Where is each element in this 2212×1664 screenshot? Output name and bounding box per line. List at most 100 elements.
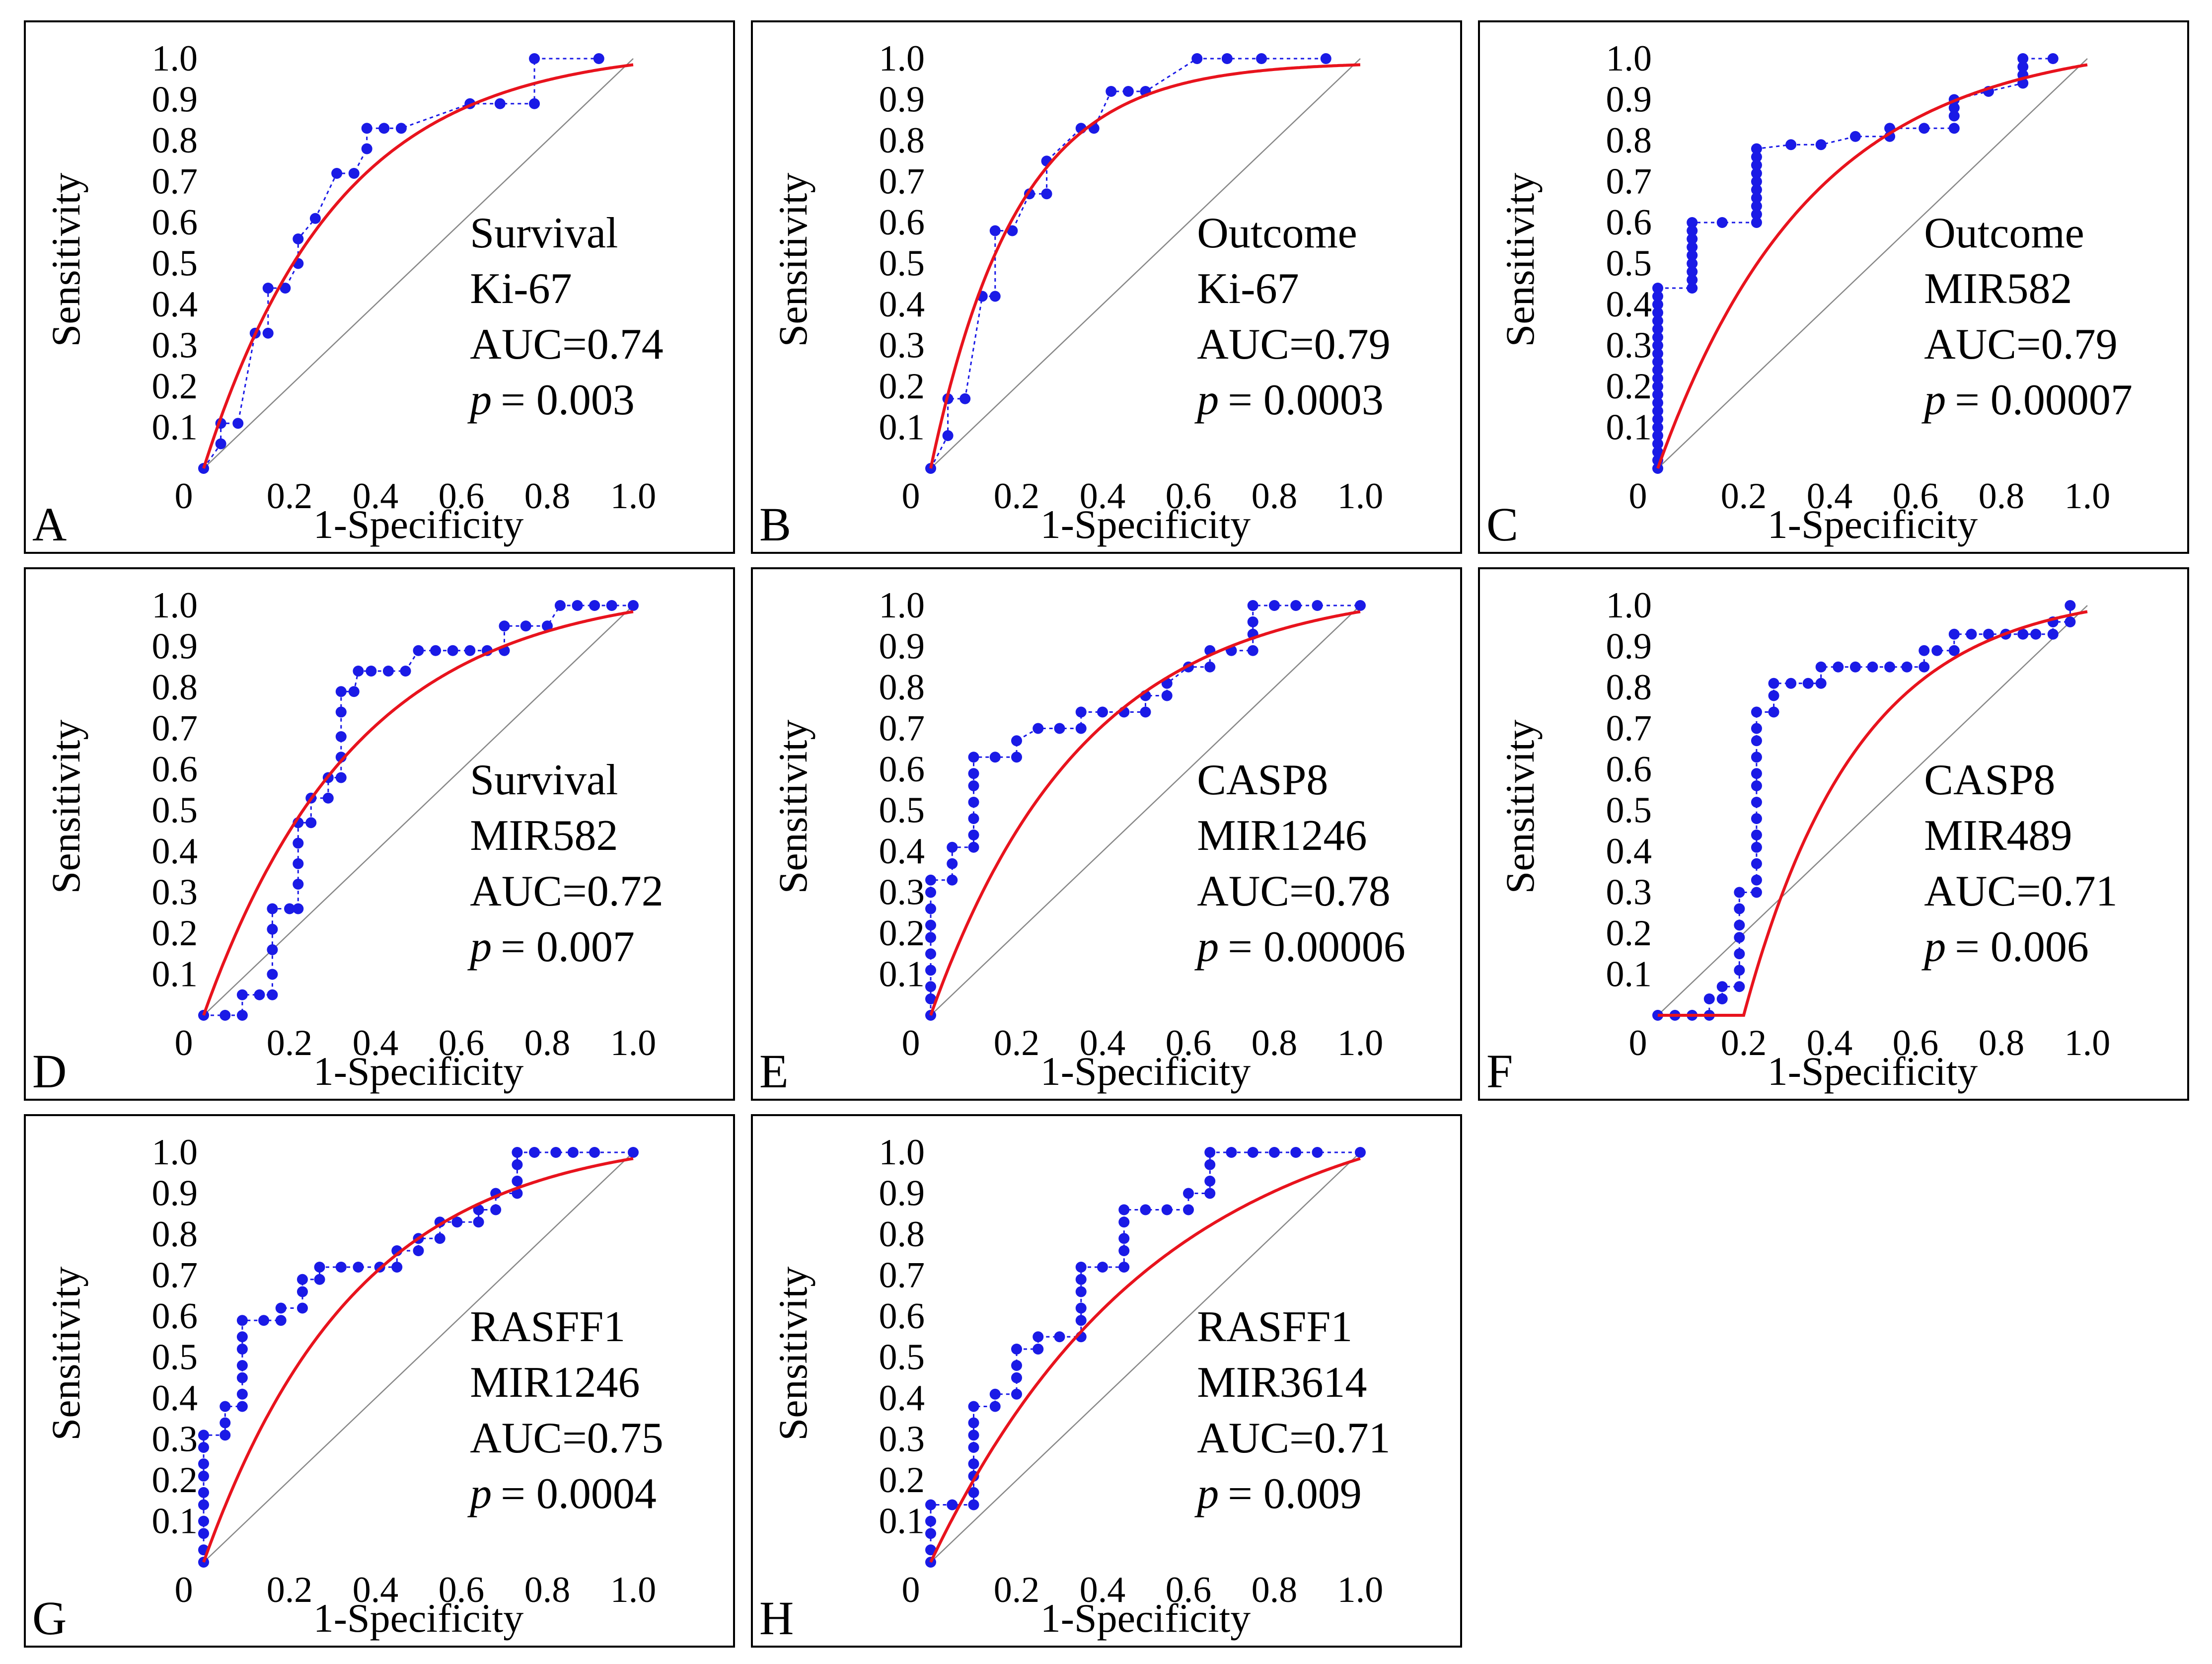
x-tick-label: 1.0: [1337, 476, 1384, 517]
roc-point: [220, 1010, 231, 1021]
p-symbol: p: [467, 923, 492, 971]
roc-point: [1751, 143, 1762, 154]
roc-point: [1118, 1262, 1130, 1273]
x-axis-label: 1-Specificity: [313, 1595, 524, 1641]
annotation-line: AUC=0.79: [1197, 320, 1390, 369]
p-symbol: p: [1921, 376, 1946, 424]
fitted-roc-curve: [202, 1157, 634, 1563]
roc-panel-f: 0.10.20.30.40.50.60.70.80.91.00 0.2 0.4 0.6…: [1478, 567, 2189, 1101]
roc-point: [236, 1010, 248, 1021]
roc-point: [1948, 123, 1960, 134]
roc-point: [968, 780, 979, 791]
annotation-line: MIR1246: [1197, 812, 1367, 860]
roc-point: [1768, 678, 1779, 689]
fitted-roc-curve: [1656, 63, 2088, 469]
roc-point: [1032, 1344, 1044, 1355]
y-tick-label: 0.7: [152, 1255, 198, 1296]
roc-point: [1716, 217, 1728, 228]
y-tick-label: 0.1: [879, 407, 925, 448]
y-tick-label: 1.0: [1606, 585, 1652, 626]
panel-letter: F: [1486, 1045, 1513, 1098]
empirical-roc-line: [203, 58, 599, 469]
roc-point: [296, 1274, 308, 1285]
roc-panel-e: 0.10.20.30.40.50.60.70.80.91.00 0.2 0.4 0.6…: [751, 567, 1462, 1101]
panel-letter: G: [32, 1591, 67, 1645]
reference-diagonal: [930, 605, 1361, 1016]
panel-frame: [24, 567, 735, 1101]
roc-point: [925, 981, 936, 992]
roc-point: [293, 879, 304, 890]
y-tick-label: 1.0: [879, 1132, 925, 1173]
x-tick-label: 0.8: [1252, 1570, 1298, 1610]
y-axis-label: Sensitivity: [1497, 720, 1543, 894]
roc-point: [572, 600, 583, 611]
roc-point: [1687, 250, 1698, 261]
roc-point: [968, 1401, 979, 1412]
roc-point: [1687, 266, 1698, 277]
roc-point: [1652, 430, 1663, 441]
roc-point: [2017, 61, 2029, 73]
roc-point: [968, 813, 979, 824]
fitted-roc-curve: [929, 610, 1361, 1016]
y-tick-label: 0.2: [1606, 366, 1652, 407]
roc-point: [942, 430, 954, 441]
roc-point: [262, 283, 274, 294]
roc-point: [1011, 1344, 1022, 1355]
x-tick-label: 0.4: [1080, 1570, 1126, 1610]
roc-point: [1652, 340, 1663, 351]
y-tick-label: 0.7: [1606, 708, 1652, 749]
x-tick-label: 0: [1629, 1023, 1647, 1063]
roc-panel-b: 0.10.20.30.40.50.60.70.80.91.00 0.2 0.4 0.6…: [751, 20, 1462, 554]
y-axis-label: Sensitivity: [43, 1267, 88, 1441]
roc-point: [567, 1147, 579, 1158]
x-tick-label: 0.6: [439, 476, 485, 517]
roc-point: [1948, 628, 1960, 640]
roc-point: [1183, 1188, 1194, 1199]
roc-point: [925, 887, 936, 898]
roc-point: [593, 53, 604, 64]
y-tick-label: 0.9: [879, 1173, 925, 1214]
roc-point: [1734, 887, 1745, 898]
roc-point: [1075, 1286, 1087, 1297]
p-value-text: = 0.003: [501, 376, 635, 424]
roc-point: [1815, 678, 1827, 689]
roc-point: [198, 1430, 209, 1441]
x-tick-label: 0.8: [524, 1570, 571, 1610]
annotation-line: AUC=0.79: [1924, 320, 2117, 369]
empirical-roc-line: [930, 58, 1326, 469]
roc-point: [1320, 53, 1331, 64]
y-tick-label: 0.4: [1606, 284, 1652, 325]
fitted-roc-curve: [929, 63, 1361, 469]
roc-point: [391, 1262, 403, 1273]
y-tick-label: 0.4: [879, 831, 925, 872]
annotation-line: Ki-67: [1197, 265, 1299, 313]
roc-point: [198, 1499, 209, 1511]
roc-point: [1204, 661, 1216, 673]
roc-point: [267, 969, 278, 980]
roc-point: [473, 1216, 484, 1228]
x-tick-label: 0: [1629, 476, 1647, 517]
y-tick-label: 0.9: [152, 1173, 198, 1214]
y-tick-label: 0.6: [879, 202, 925, 243]
roc-point: [1849, 131, 1861, 142]
roc-point: [236, 989, 248, 1000]
x-tick-label: 0.4: [1807, 476, 1853, 517]
roc-point: [382, 666, 394, 677]
roc-point: [512, 1159, 523, 1170]
roc-point: [280, 283, 291, 294]
roc-point: [1652, 397, 1663, 408]
y-tick-label: 1.0: [152, 585, 198, 626]
x-tick-label: 0.4: [1080, 1023, 1126, 1063]
roc-point: [447, 645, 458, 656]
roc-point: [1075, 1262, 1087, 1273]
roc-point: [1833, 661, 1844, 673]
roc-point: [589, 1147, 600, 1158]
roc-point: [499, 620, 510, 632]
annotation-line: AUC=0.78: [1197, 867, 1390, 915]
p-value-text: = 0.00006: [1228, 923, 1405, 971]
x-axis-label: 1-Specificity: [313, 1049, 524, 1094]
y-tick-label: 0.2: [152, 913, 198, 954]
roc-point: [1966, 628, 1977, 640]
roc-point: [430, 645, 442, 656]
roc-point: [1256, 53, 1267, 64]
